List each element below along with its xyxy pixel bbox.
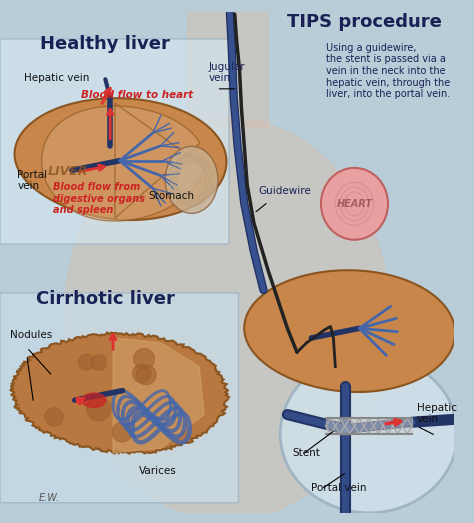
Text: Healthy liver: Healthy liver bbox=[40, 35, 170, 53]
Text: Jugular
vein: Jugular vein bbox=[209, 62, 246, 83]
Polygon shape bbox=[10, 333, 229, 453]
Text: E.W.: E.W. bbox=[38, 493, 60, 503]
Text: Nodules: Nodules bbox=[9, 330, 52, 340]
Circle shape bbox=[112, 422, 132, 442]
Text: Blood flow to heart: Blood flow to heart bbox=[82, 90, 194, 100]
Circle shape bbox=[136, 365, 156, 385]
Ellipse shape bbox=[82, 393, 106, 407]
Circle shape bbox=[45, 408, 63, 426]
Polygon shape bbox=[42, 103, 204, 221]
Bar bbox=[187, 12, 268, 127]
Text: Stent: Stent bbox=[292, 448, 320, 458]
Text: Blood flow from
digestive organs
and spleen: Blood flow from digestive organs and spl… bbox=[53, 182, 145, 215]
Text: Portal vein: Portal vein bbox=[311, 483, 367, 493]
Polygon shape bbox=[244, 270, 455, 392]
Text: Hepatic
vein: Hepatic vein bbox=[417, 403, 457, 424]
Circle shape bbox=[78, 354, 94, 370]
Circle shape bbox=[133, 364, 151, 383]
Text: Guidewire: Guidewire bbox=[259, 186, 311, 196]
Circle shape bbox=[134, 349, 155, 369]
FancyBboxPatch shape bbox=[0, 39, 229, 244]
Text: HEART: HEART bbox=[337, 199, 373, 209]
Ellipse shape bbox=[165, 146, 218, 213]
Text: TIPS procedure: TIPS procedure bbox=[287, 13, 441, 30]
Ellipse shape bbox=[321, 168, 388, 240]
Text: Using a guidewire,
the stent is passed via a
vein in the neck into the
hepatic v: Using a guidewire, the stent is passed v… bbox=[326, 43, 450, 99]
Text: LIVER: LIVER bbox=[48, 165, 88, 178]
Ellipse shape bbox=[280, 355, 457, 513]
Ellipse shape bbox=[64, 118, 390, 520]
Text: Portal
vein: Portal vein bbox=[17, 170, 47, 191]
Text: Hepatic vein: Hepatic vein bbox=[24, 73, 89, 83]
Text: Cirrhotic liver: Cirrhotic liver bbox=[36, 290, 175, 309]
Text: Stomach: Stomach bbox=[148, 191, 194, 201]
FancyBboxPatch shape bbox=[0, 293, 238, 503]
Polygon shape bbox=[113, 338, 204, 453]
Polygon shape bbox=[15, 98, 227, 220]
Polygon shape bbox=[326, 418, 412, 434]
Circle shape bbox=[91, 355, 107, 370]
Text: Varices: Varices bbox=[139, 466, 177, 476]
Circle shape bbox=[87, 397, 110, 421]
